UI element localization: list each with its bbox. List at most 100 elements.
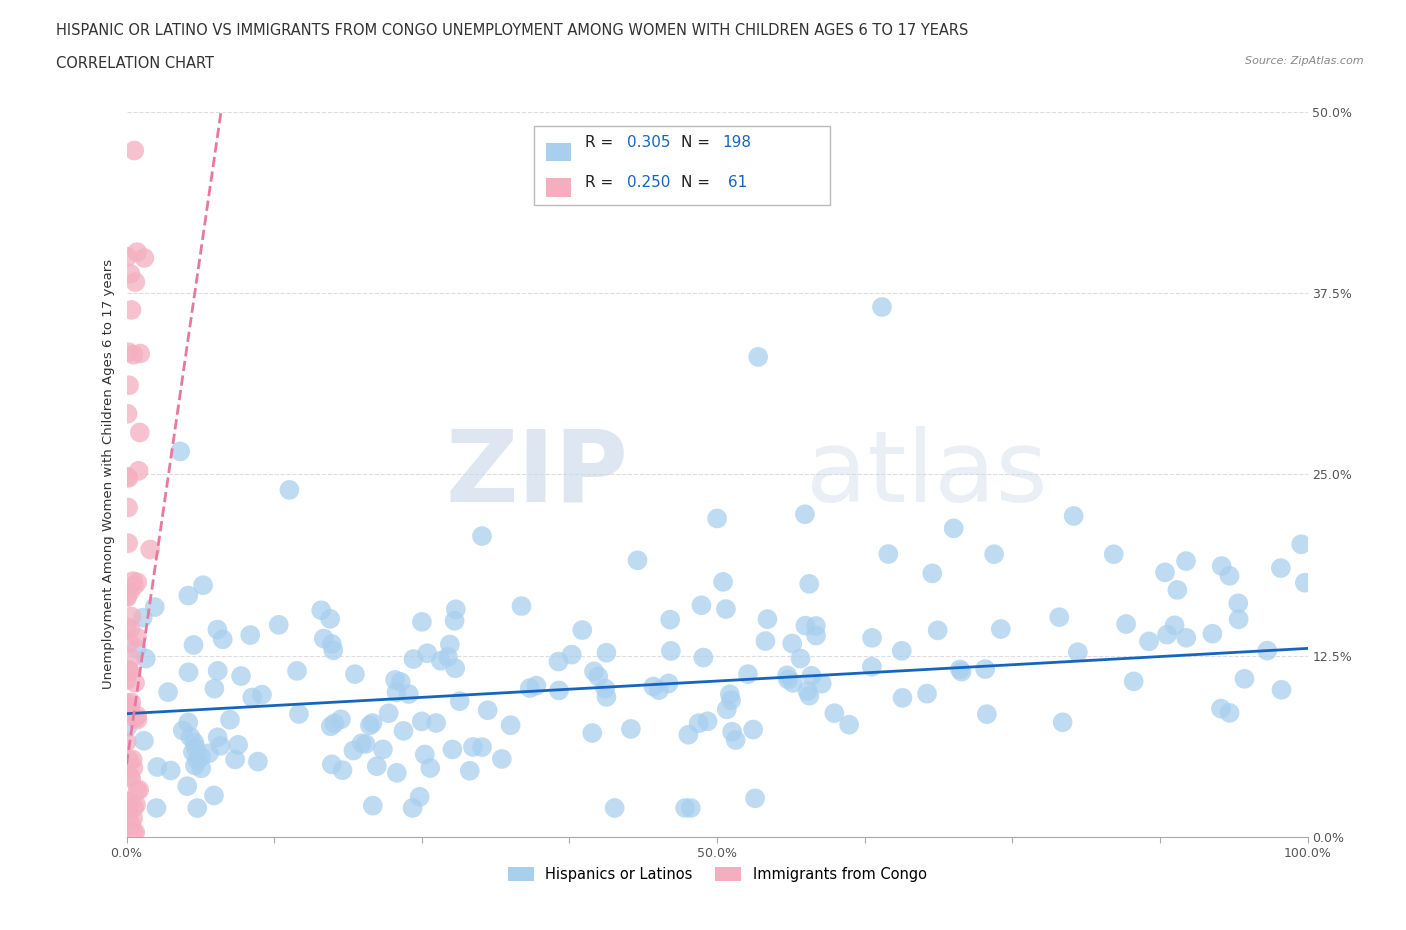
Point	[648, 683, 671, 698]
Point	[983, 547, 1005, 562]
Text: N =: N =	[681, 175, 714, 190]
Point	[499, 718, 522, 733]
Point	[823, 706, 845, 721]
Point	[1201, 626, 1223, 641]
Point	[117, 812, 139, 827]
Point	[718, 687, 741, 702]
Point	[198, 746, 221, 761]
Point	[186, 801, 208, 816]
Text: atlas: atlas	[806, 426, 1047, 523]
Point	[659, 612, 682, 627]
Point	[1219, 706, 1241, 721]
Point	[696, 714, 718, 729]
Point	[321, 636, 343, 651]
Legend: Hispanics or Latinos, Immigrants from Congo: Hispanics or Latinos, Immigrants from Co…	[502, 860, 932, 888]
Point	[332, 763, 354, 777]
Point	[425, 715, 447, 730]
Point	[181, 745, 204, 760]
Point	[377, 706, 399, 721]
Point	[366, 759, 388, 774]
Point	[186, 752, 208, 767]
Point	[688, 716, 710, 731]
Point	[267, 618, 290, 632]
Point	[398, 686, 420, 701]
Point	[561, 647, 583, 662]
Point	[477, 703, 499, 718]
Point	[491, 751, 513, 766]
Point	[1270, 683, 1292, 698]
Point	[804, 618, 827, 633]
Point	[437, 649, 460, 664]
Point	[159, 763, 181, 777]
Point	[323, 716, 346, 731]
Point	[139, 542, 162, 557]
Point	[120, 584, 142, 599]
Point	[1122, 674, 1144, 689]
Point	[288, 707, 311, 722]
Point	[877, 547, 900, 562]
Point	[183, 638, 205, 653]
Point	[354, 737, 377, 751]
Point	[321, 757, 343, 772]
Point	[312, 631, 335, 646]
Point	[603, 801, 626, 816]
Point	[211, 631, 233, 646]
Point	[658, 676, 681, 691]
Point	[207, 663, 229, 678]
Point	[250, 687, 273, 702]
Text: 61: 61	[723, 175, 747, 190]
Point	[134, 250, 156, 265]
Point	[782, 675, 804, 690]
Point	[202, 681, 225, 696]
Point	[789, 651, 811, 666]
Point	[643, 679, 665, 694]
Point	[361, 798, 384, 813]
Point	[122, 347, 145, 362]
Point	[724, 733, 747, 748]
Point	[120, 695, 142, 710]
Point	[416, 645, 439, 660]
Point	[413, 747, 436, 762]
Point	[202, 788, 225, 803]
Point	[756, 612, 779, 627]
Point	[385, 765, 408, 780]
Point	[1156, 627, 1178, 642]
Point	[1233, 671, 1256, 686]
Point	[219, 712, 242, 727]
Point	[190, 761, 212, 776]
Point	[120, 266, 142, 281]
Point	[278, 483, 301, 498]
Point	[117, 406, 139, 421]
Point	[949, 662, 972, 677]
Point	[125, 642, 148, 657]
Point	[384, 672, 406, 687]
Point	[1289, 537, 1312, 551]
Text: R =: R =	[585, 175, 619, 190]
Point	[124, 274, 146, 289]
Point	[115, 696, 138, 711]
Point	[794, 507, 817, 522]
Point	[1067, 644, 1090, 659]
Text: N =: N =	[681, 136, 714, 151]
Point	[519, 681, 541, 696]
Point	[120, 651, 142, 666]
Point	[891, 690, 914, 705]
Point	[461, 739, 484, 754]
Point	[359, 718, 381, 733]
Point	[207, 730, 229, 745]
Point	[157, 684, 180, 699]
Point	[128, 463, 150, 478]
Point	[172, 723, 194, 737]
Point	[458, 764, 481, 778]
Point	[921, 565, 943, 580]
Point	[135, 651, 157, 666]
Point	[408, 790, 430, 804]
Point	[132, 734, 155, 749]
Point	[190, 750, 212, 764]
Point	[131, 610, 153, 625]
Point	[184, 740, 207, 755]
Point	[177, 715, 200, 730]
Point	[125, 798, 148, 813]
Point	[860, 659, 883, 674]
Point	[128, 425, 150, 440]
